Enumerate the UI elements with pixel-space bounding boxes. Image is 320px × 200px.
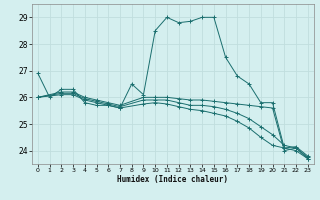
X-axis label: Humidex (Indice chaleur): Humidex (Indice chaleur) [117,175,228,184]
